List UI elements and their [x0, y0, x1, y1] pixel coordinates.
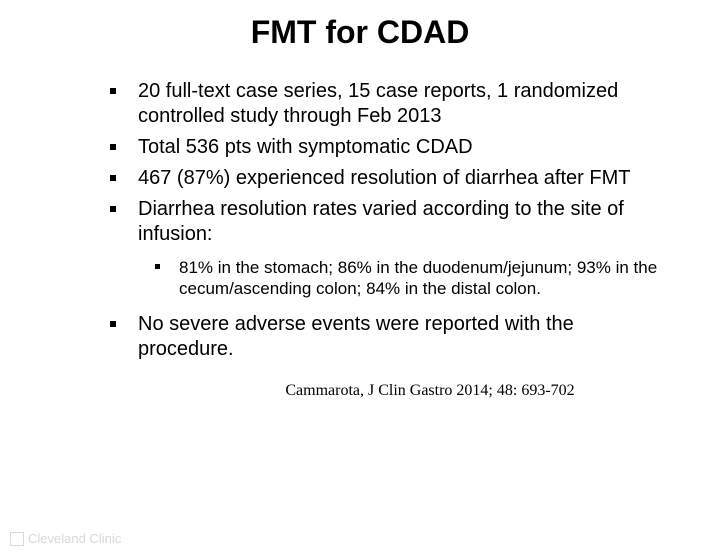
list-item: 20 full-text case series, 15 case report… — [110, 79, 670, 129]
main-bullet-list: 20 full-text case series, 15 case report… — [110, 79, 670, 247]
logo-text: Cleveland Clinic — [28, 531, 121, 546]
slide-title: FMT for CDAD — [0, 14, 720, 51]
logo-icon — [10, 532, 24, 546]
sub-list-item: 81% in the stomach; 86% in the duodenum/… — [155, 257, 670, 300]
list-item: Total 536 pts with symptomatic CDAD — [110, 135, 670, 160]
list-item: No severe adverse events were reported w… — [110, 312, 670, 362]
sub-bullet-list: 81% in the stomach; 86% in the duodenum/… — [155, 257, 670, 300]
list-item: 467 (87%) experienced resolution of diar… — [110, 166, 670, 191]
main-bullet-list-continued: No severe adverse events were reported w… — [110, 312, 670, 362]
footer-logo: Cleveland Clinic — [10, 531, 121, 546]
list-item: Diarrhea resolution rates varied accordi… — [110, 197, 670, 247]
citation-text: Cammarota, J Clin Gastro 2014; 48: 693-7… — [140, 382, 720, 400]
